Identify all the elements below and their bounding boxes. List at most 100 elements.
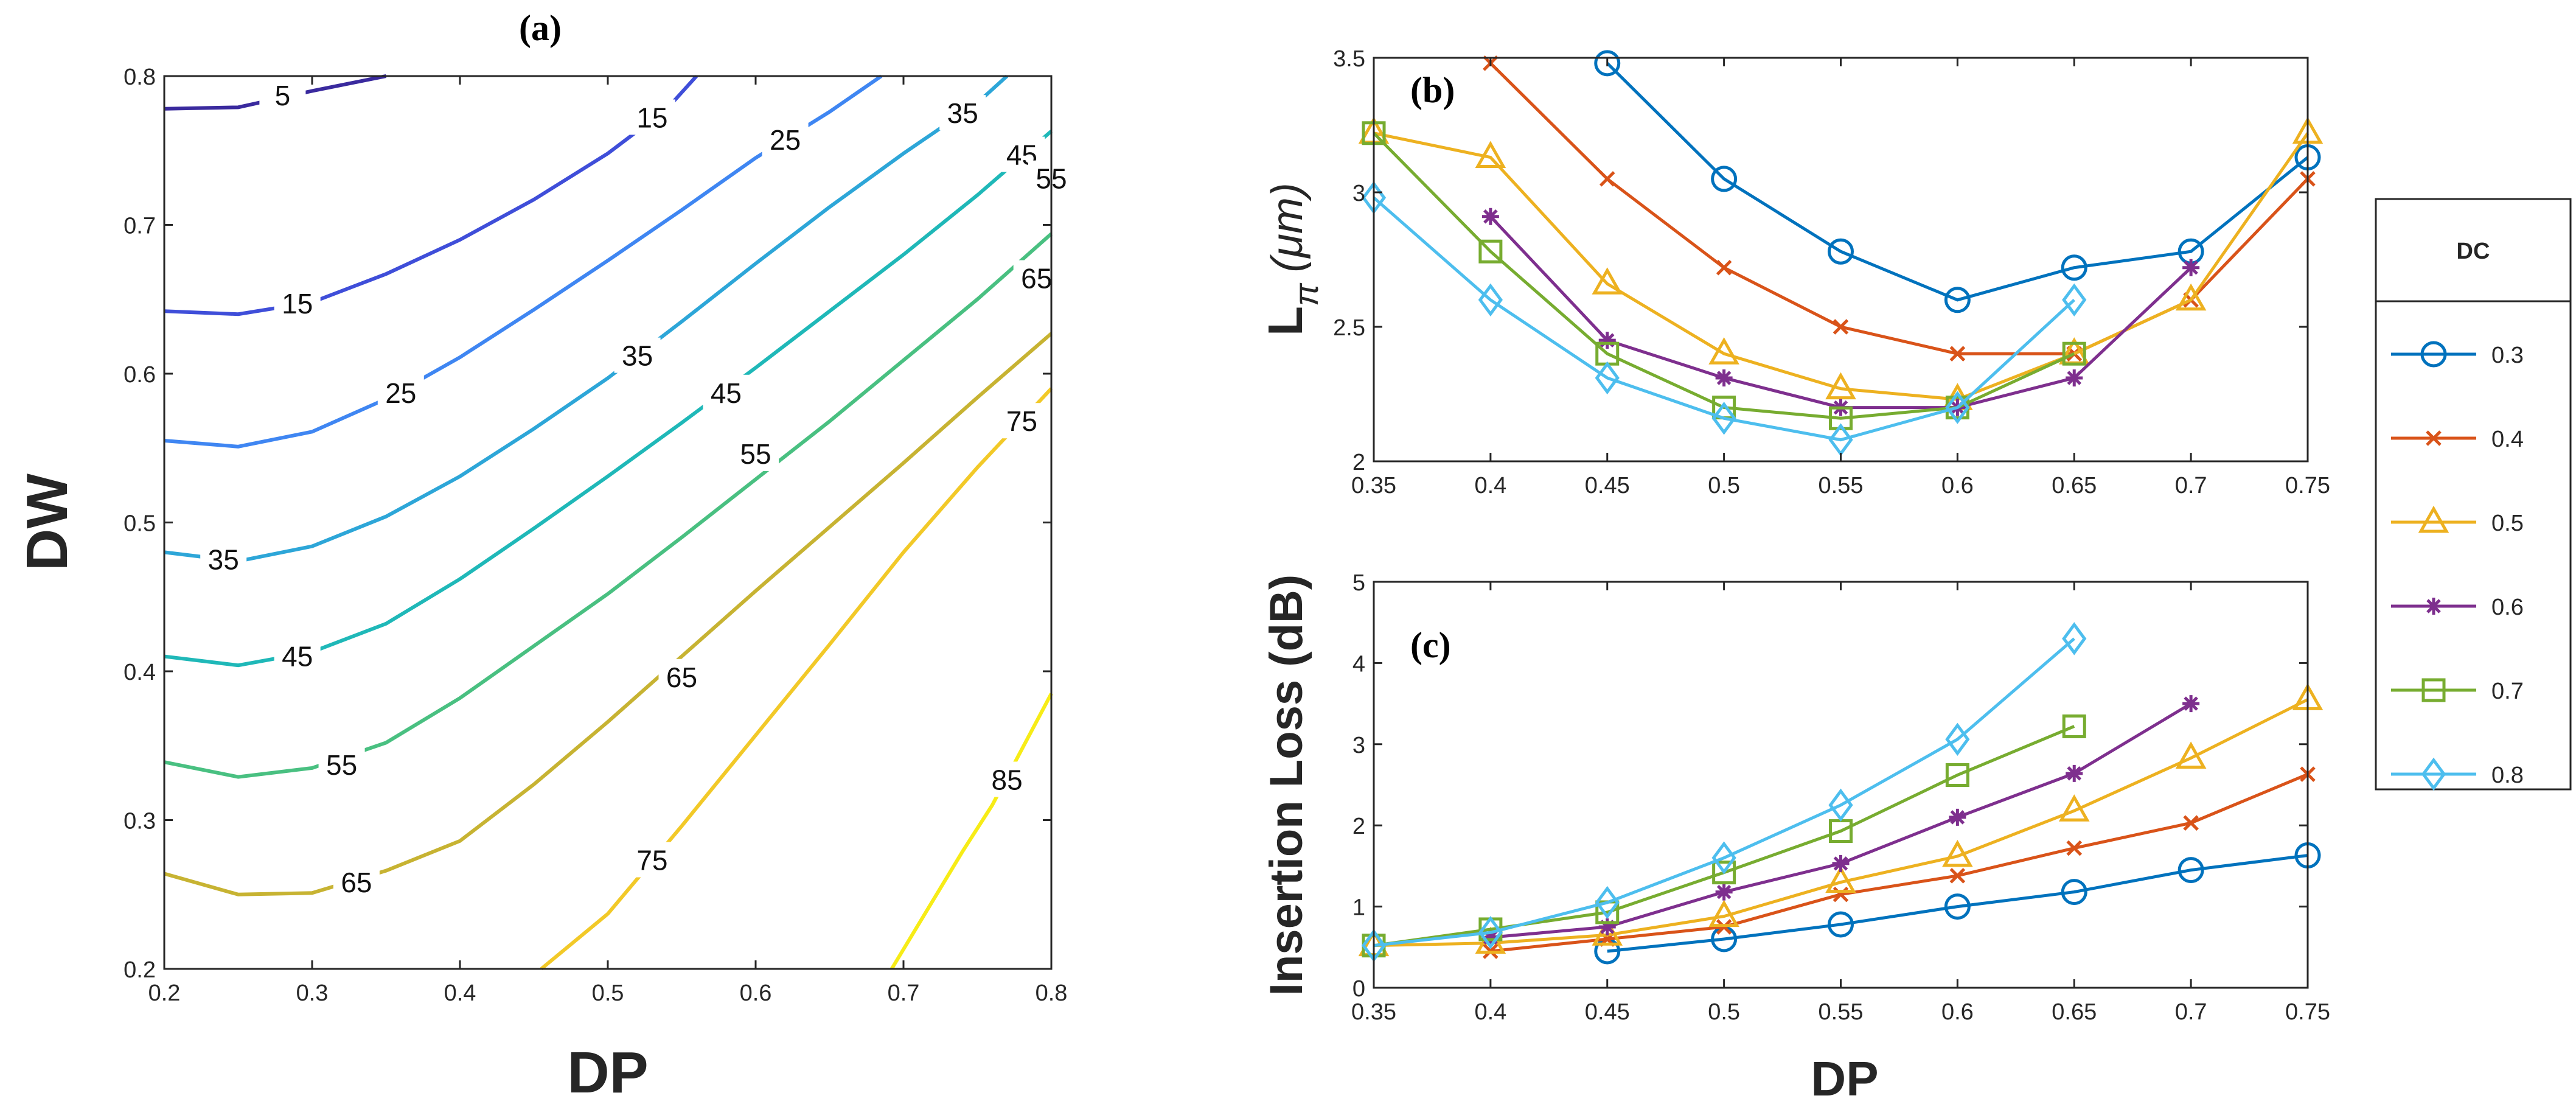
panel-b-point-dc-0.3 <box>1944 287 1971 313</box>
panel-c-series-line-dc-0.8 <box>1373 637 2075 948</box>
legend: DC 0.3 0.4 0.5 0.6 0.7 0.8 <box>2375 198 2572 791</box>
contour-line-65 <box>164 332 1053 896</box>
panel-b-series-line-dc-0.6 <box>1489 215 2192 410</box>
contour-label-bg <box>658 659 705 694</box>
panel-c-point-dc-0.8 <box>1478 916 1503 949</box>
panel-b-ticks: 0.35 0.4 0.45 0.5 0.55 0.6 0.65 0.7 0.75 2 2.5 3 3.5 <box>1333 46 2330 498</box>
panel-a-x-tick-label: 0.7 <box>888 980 920 1006</box>
contour-label-bg <box>703 374 750 410</box>
contour-label-bg <box>984 761 1031 797</box>
panel-b-point-dc-0.3 <box>2061 254 2087 281</box>
panel-b-point-dc-0.6 <box>2066 369 2083 386</box>
contour-label-65: 65 <box>341 867 372 898</box>
contour-label-bg <box>274 285 321 321</box>
panel-a-y-tick-label: 0.2 <box>124 957 156 983</box>
contour-label-bg <box>939 95 986 131</box>
contour-label-35: 35 <box>622 340 653 372</box>
legend-box <box>2375 198 2572 791</box>
panel-c-y-tick-label: 4 <box>1352 651 1365 677</box>
panel-b-y-label-unit: (μm) <box>1263 183 1312 272</box>
contour-label-bg <box>762 122 809 158</box>
panel-b-point-dc-0.3 <box>1594 50 1621 77</box>
contour-label-bg <box>998 403 1045 439</box>
panel-b-point-dc-0.7 <box>2062 341 2086 366</box>
panel-b-point-dc-0.8 <box>1478 283 1503 317</box>
panel-c-point-dc-0.5 <box>2058 794 2090 822</box>
panel-b-y-tick-label: 2 <box>1352 450 1365 475</box>
contour-label-5: 5 <box>275 80 291 111</box>
panel-a-y-tick-label: 0.3 <box>124 809 156 834</box>
legend-marker-dc-0.5 <box>2418 505 2449 533</box>
panel-a-axes-box <box>163 75 1053 970</box>
panel-a-ticks: 0.2 0.3 0.4 0.5 0.6 0.7 0.8 0.2 0.3 0.4 0.5 0.6 0.7 0… <box>124 65 1067 1006</box>
panel-b-x-tick-label: 0.6 <box>1941 473 1974 498</box>
legend-marker-dc-0.4 <box>2426 430 2442 446</box>
panel-b-point-dc-0.4 <box>1833 319 1849 335</box>
panel-c-point-dc-0.6 <box>2182 695 2200 713</box>
panel-c-point-dc-0.5 <box>1942 839 1973 867</box>
contour-label-35: 35 <box>947 97 978 129</box>
panel-c-series-line-dc-0.5 <box>1373 698 2309 948</box>
panel-c-point-dc-0.3 <box>1944 893 1971 920</box>
panel-b-point-dc-0.6 <box>1715 369 1733 386</box>
panel-a-y-tick-label: 0.7 <box>124 214 156 239</box>
contour-label-25: 25 <box>770 124 801 156</box>
contour-label-bg <box>318 747 365 783</box>
contour-label-45: 45 <box>282 641 313 673</box>
panel-b-x-tick-label: 0.45 <box>1585 473 1630 498</box>
contour-line-15 <box>164 74 698 316</box>
panel-b-y-tick-label: 3 <box>1352 181 1365 206</box>
panel-c-y-tick-label: 0 <box>1352 976 1365 1002</box>
panel-b-y-label: Lπ (μm) <box>1258 183 1325 336</box>
panel-c-point-dc-0.4 <box>2183 815 2199 831</box>
legend-label-dc-0.5: 0.5 <box>2491 511 2524 536</box>
contour-label-55: 55 <box>740 438 771 470</box>
panel-b-y-label-subscript: π <box>1287 282 1325 306</box>
panel-a-y-label: DW <box>15 473 80 571</box>
panel-b-point-dc-0.3 <box>1828 238 1854 265</box>
panel-c-point-dc-0.3 <box>1828 911 1854 938</box>
panel-c-x-tick-label: 0.35 <box>1351 999 1396 1025</box>
contour-label-15: 15 <box>636 102 667 133</box>
panel-b-x-tick-label: 0.7 <box>2175 473 2207 498</box>
contour-label-bg <box>628 99 675 135</box>
panel-b-point-dc-0.8 <box>1711 402 1736 435</box>
panel-b-x-tick-label: 0.35 <box>1351 473 1396 498</box>
legend-label-dc-0.3: 0.3 <box>2491 343 2524 368</box>
panel-c-point-dc-0.8 <box>1595 886 1620 920</box>
contour-line-85 <box>889 693 1053 970</box>
panel-c-series <box>1358 622 2324 965</box>
contour-label-bg <box>628 842 675 878</box>
panel-c-line-chart: (c) 0.35 0.4 0.45 0.5 0.55 0.6 0.65 0.7 0.75 0 1 2 3… <box>1261 570 2330 1106</box>
panel-b-series-line-dc-0.8 <box>1373 196 2075 442</box>
contour-label-55: 55 <box>326 749 357 781</box>
panel-c-point-dc-0.6 <box>1598 918 1616 935</box>
panel-c-x-tick-label: 0.55 <box>1819 999 1864 1025</box>
panel-c-y-tick-label: 3 <box>1352 733 1365 758</box>
panel-b-y-label-main: L <box>1258 306 1312 336</box>
panel-c-x-tick-label: 0.75 <box>2285 999 2330 1025</box>
legend-entries: 0.3 0.4 0.5 0.6 0.7 0.8 <box>2391 341 2524 791</box>
panel-a-y-tick-label: 0.8 <box>124 65 156 90</box>
panel-c-ticks: 0.35 0.4 0.45 0.5 0.55 0.6 0.65 0.7 0.75 0 1 2 3 4 5 <box>1351 570 2330 1025</box>
panel-c-x-tick-label: 0.45 <box>1585 999 1630 1025</box>
panel-a-y-tick-label: 0.6 <box>124 362 156 388</box>
panel-c-point-dc-0.7 <box>1945 763 1969 787</box>
legend-marker-dc-0.8 <box>2421 757 2446 791</box>
panel-b-title: (b) <box>1410 70 1455 110</box>
panel-c-y-tick-label: 5 <box>1352 570 1365 596</box>
panel-c-point-dc-0.8 <box>1828 788 1853 822</box>
panel-b-series <box>1358 50 2324 456</box>
panel-c-y-tick-label: 2 <box>1352 814 1365 839</box>
panel-a-x-tick-label: 0.6 <box>740 980 772 1006</box>
contour-label-25: 25 <box>385 377 416 409</box>
panel-a-x-tick-label: 0.3 <box>296 980 329 1006</box>
contour-label-bg <box>733 436 779 472</box>
panel-a-x-tick-label: 0.8 <box>1036 980 1068 1006</box>
contour-line-35 <box>164 74 1009 564</box>
panel-a-x-label: DP <box>567 1040 648 1105</box>
legend-marker-dc-0.3 <box>2420 341 2447 368</box>
legend-marker-dc-0.6 <box>2425 598 2442 615</box>
panel-c-x-tick-label: 0.4 <box>1474 999 1506 1025</box>
